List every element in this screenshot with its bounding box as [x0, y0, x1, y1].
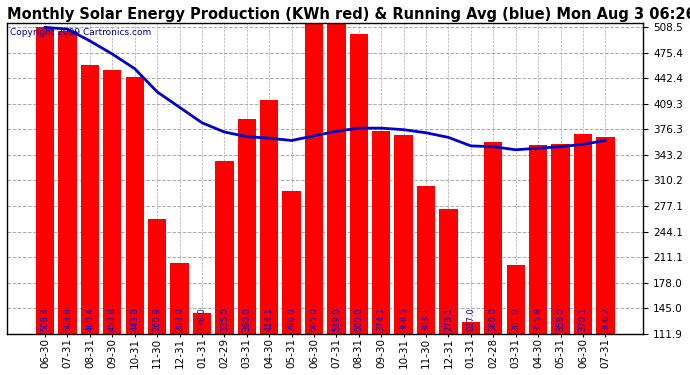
- Text: 370.1: 370.1: [578, 307, 587, 330]
- Bar: [484, 142, 502, 375]
- Text: 355.8: 355.8: [533, 307, 542, 330]
- Text: 503.8: 503.8: [63, 307, 72, 330]
- Bar: [529, 145, 547, 375]
- Text: 027.0: 027.0: [466, 307, 475, 330]
- Text: 138.0: 138.0: [197, 307, 206, 330]
- Text: 565.0: 565.0: [310, 307, 319, 330]
- Bar: [462, 322, 480, 375]
- Text: Monthly Solar Energy Production (KWh red) & Running Avg (blue) Mon Aug 3 06:26: Monthly Solar Energy Production (KWh red…: [7, 7, 690, 22]
- Text: 460.4: 460.4: [86, 307, 95, 330]
- Bar: [260, 100, 278, 375]
- Text: 303.1: 303.1: [422, 307, 431, 330]
- Text: 519.0: 519.0: [332, 307, 341, 330]
- Bar: [237, 119, 256, 375]
- Text: 296.0: 296.0: [287, 307, 296, 330]
- Bar: [103, 70, 121, 375]
- Text: 260.9: 260.9: [152, 307, 161, 330]
- Text: 358.0: 358.0: [556, 307, 565, 330]
- Text: 360.0: 360.0: [489, 307, 497, 330]
- Bar: [193, 314, 211, 375]
- Text: 390.0: 390.0: [242, 307, 251, 330]
- Text: 335.0: 335.0: [220, 307, 229, 330]
- Bar: [215, 161, 233, 375]
- Bar: [596, 137, 615, 375]
- Text: 443.8: 443.8: [130, 307, 139, 330]
- Text: 374.1: 374.1: [377, 307, 386, 330]
- Bar: [506, 265, 525, 375]
- Bar: [126, 77, 144, 375]
- Bar: [551, 144, 570, 375]
- Text: 508.4: 508.4: [41, 307, 50, 330]
- Bar: [282, 192, 301, 375]
- Bar: [81, 64, 99, 375]
- Bar: [395, 135, 413, 375]
- Text: 414.1: 414.1: [265, 307, 274, 330]
- Text: 368.5: 368.5: [399, 306, 408, 330]
- Bar: [170, 263, 189, 375]
- Bar: [305, 0, 323, 375]
- Bar: [58, 31, 77, 375]
- Bar: [372, 131, 391, 375]
- Bar: [574, 134, 592, 375]
- Text: 273.1: 273.1: [444, 307, 453, 330]
- Text: 203.0: 203.0: [175, 307, 184, 330]
- Bar: [417, 186, 435, 375]
- Bar: [440, 209, 457, 375]
- Text: 453.8: 453.8: [108, 307, 117, 330]
- Text: 366.2: 366.2: [601, 306, 610, 330]
- Text: 201.0: 201.0: [511, 307, 520, 330]
- Bar: [327, 19, 346, 375]
- Bar: [36, 27, 55, 375]
- Text: Copyright 2009 Cartronics.com: Copyright 2009 Cartronics.com: [10, 28, 151, 37]
- Text: 500.0: 500.0: [355, 307, 364, 330]
- Bar: [148, 219, 166, 375]
- Bar: [350, 34, 368, 375]
